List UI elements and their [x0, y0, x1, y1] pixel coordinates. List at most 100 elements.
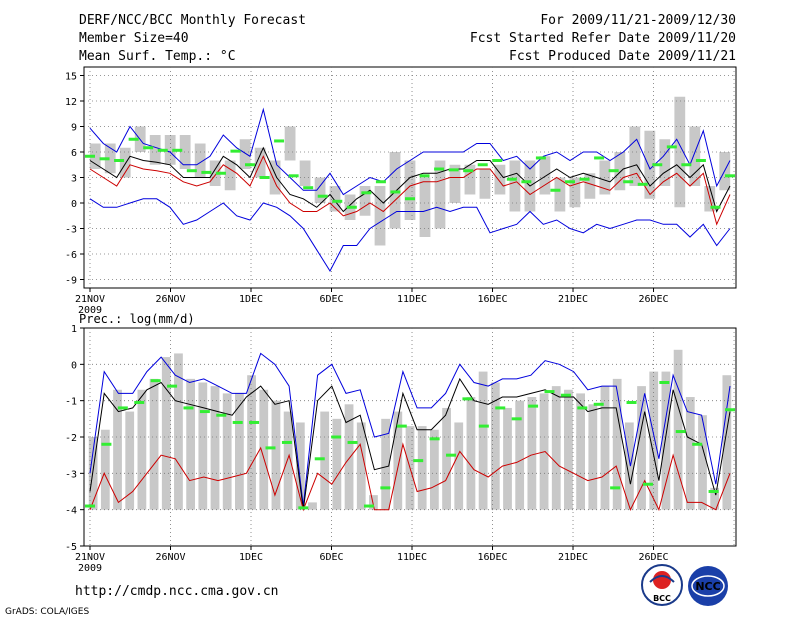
spread-bar	[137, 389, 147, 510]
precip-panel: -5 -4 -3 -2 -1 0 1 21NOV 26NOV 1DEC 6DEC 11DEC 16DEC…	[65, 324, 737, 574]
spread-bar	[429, 429, 439, 510]
y-tick-label: 12	[65, 97, 77, 108]
spread-bar	[674, 96, 686, 208]
spread-bar	[612, 378, 622, 510]
spread-bar	[689, 126, 701, 186]
x-tick-label: 21DEC	[558, 294, 588, 305]
spread-bar	[393, 411, 403, 510]
spread-bar	[234, 393, 244, 510]
spread-bar	[88, 437, 98, 510]
spread-bar	[637, 386, 646, 510]
spread-bar	[554, 177, 566, 212]
spread-bar	[569, 177, 581, 208]
spread-bar	[614, 152, 626, 191]
spread-bar	[164, 135, 176, 165]
spread-bar	[359, 186, 371, 216]
spread-bar	[239, 139, 251, 169]
year-label: 2009	[78, 563, 102, 574]
spread-bar	[369, 495, 378, 510]
spread-bar	[404, 160, 416, 220]
spread-bar	[464, 164, 476, 195]
x-tick-label: 16DEC	[477, 294, 507, 305]
spread-bar	[588, 404, 598, 510]
x-tick-label: 6DEC	[319, 294, 343, 305]
y-tick-label: -6	[65, 250, 77, 261]
x-tick-label: 1DEC	[239, 552, 263, 563]
spread-bar	[284, 126, 296, 161]
spread-bar	[417, 426, 427, 510]
y-tick-label: 0	[71, 360, 77, 371]
spread-bar	[551, 386, 561, 510]
spread-bar	[673, 349, 683, 510]
spread-bar	[494, 164, 506, 195]
y-tick-label: -1	[65, 397, 77, 408]
spread-bar	[539, 156, 551, 195]
bcc-logo: BCC	[641, 564, 683, 606]
footer-url[interactable]: http://cmdp.ncc.cma.gov.cn	[75, 584, 279, 599]
x-tick-label: 26NOV	[155, 294, 185, 305]
spread-bar	[224, 160, 236, 191]
spread-bar	[584, 173, 596, 199]
spread-bar	[685, 397, 695, 510]
ensemble-low-line	[89, 198, 731, 273]
ensemble-min-line	[89, 442, 731, 512]
spread-bar	[344, 404, 354, 510]
y-tick-label: -5	[65, 542, 77, 553]
bcc-logo-text: BCC	[653, 594, 671, 603]
spread-bar	[125, 411, 135, 510]
spread-bar	[329, 186, 341, 212]
spread-bar	[389, 152, 401, 229]
spread-bar	[332, 418, 342, 510]
x-tick-label: 21NOV	[75, 552, 105, 563]
spread-bar	[210, 386, 220, 510]
y-tick-label: 1	[71, 324, 77, 335]
spread-bar	[119, 147, 131, 178]
spread-bar	[259, 389, 269, 510]
spread-bar	[644, 130, 656, 199]
year-label: 2009	[78, 305, 102, 316]
spread-bar	[149, 135, 161, 165]
spread-bar	[174, 353, 183, 510]
spread-bar	[271, 400, 281, 510]
spread-bar	[629, 126, 641, 186]
ensemble-mean-line	[89, 377, 731, 510]
spread-bar	[710, 487, 720, 510]
spread-bar	[564, 389, 573, 510]
y-tick-label: -9	[65, 276, 77, 287]
spread-bar	[299, 160, 311, 186]
y-tick-label: 6	[71, 148, 77, 159]
x-tick-label: 21DEC	[558, 552, 588, 563]
spread-bar	[454, 422, 464, 510]
ensemble-min-line	[89, 155, 731, 226]
spread-bar	[419, 177, 431, 237]
spread-bar	[194, 143, 206, 178]
x-tick-label: 26DEC	[638, 552, 668, 563]
spread-bar	[576, 393, 586, 510]
temperature-panel: -9 -6 -3 0 3 6 9 12 15 21NOV 26NOV 1DEC 6DEC 11DEC 16D…	[65, 66, 737, 316]
x-tick-label: 11DEC	[397, 552, 427, 563]
spread-bar	[100, 429, 110, 510]
member-size: Member Size=40	[79, 31, 189, 46]
spread-bar	[503, 407, 512, 510]
spread-bar	[314, 177, 326, 203]
spread-bar	[356, 422, 366, 510]
y-tick-label: -4	[65, 506, 77, 517]
x-tick-label: 21NOV	[75, 294, 105, 305]
spread-bar	[247, 375, 256, 510]
x-tick-label: 1DEC	[239, 294, 263, 305]
spread-bar	[600, 386, 610, 510]
spread-bar	[308, 502, 317, 510]
spread-bar	[209, 160, 221, 186]
spread-bar	[179, 135, 191, 169]
spread-bar	[269, 160, 281, 195]
spread-bar	[149, 378, 159, 510]
spread-bar	[89, 143, 101, 169]
spread-bar	[295, 422, 305, 510]
x-tick-label: 16DEC	[477, 552, 507, 563]
ncc-logo: NCC	[688, 566, 728, 606]
spread-bar	[527, 397, 537, 510]
spread-bar	[161, 357, 171, 510]
y-tick-label: -3	[65, 225, 77, 236]
ensemble-max-line	[89, 107, 731, 196]
